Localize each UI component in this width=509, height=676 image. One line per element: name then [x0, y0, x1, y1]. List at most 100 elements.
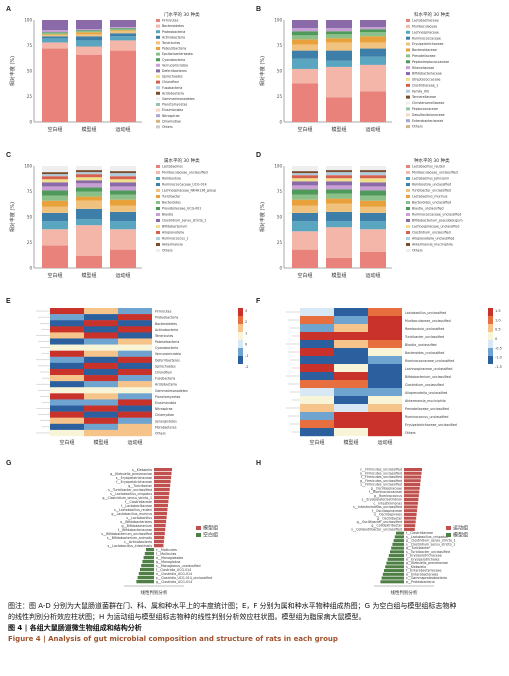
legend-label: Peptococcaceae	[412, 107, 438, 111]
lda-label: g__Lactobacillus_murinus	[111, 512, 152, 516]
legend-swatch	[406, 60, 410, 64]
lda-label: s__Bifidobacterium_animalis	[107, 536, 152, 540]
lda-bar	[154, 516, 167, 520]
lda-label: s__Klebsiella	[132, 468, 152, 472]
row-label: Nitrospirae	[155, 407, 173, 411]
legend-swatch	[156, 237, 160, 240]
bar-segment	[110, 171, 136, 174]
legend-swatch	[156, 249, 160, 252]
legend-swatch	[406, 219, 410, 222]
bar-segment	[42, 190, 68, 196]
colorbar-segment	[488, 332, 493, 340]
heatmap-cell	[84, 344, 118, 351]
heatmap-cell	[300, 308, 334, 317]
colorbar-tick: 1.0	[495, 318, 501, 322]
bar-segment	[110, 20, 136, 28]
bar-segment	[292, 58, 318, 69]
lda-label: o__Clostridia_UCG-014	[156, 572, 192, 576]
column-label: 运动组	[127, 439, 142, 446]
bar-segment	[292, 173, 318, 176]
heatmap-cell	[50, 350, 84, 357]
y-tick-label: 100	[274, 164, 282, 169]
lda-label: f__Clostridiaceae	[406, 531, 433, 535]
row-label: Chloroflexi	[155, 371, 172, 375]
heatmap-cell	[84, 417, 118, 425]
heatmap-cell	[84, 362, 118, 370]
bar-segment	[76, 46, 102, 55]
heatmap-cell	[84, 356, 118, 364]
y-tick-label: 25	[27, 94, 33, 99]
lda-label: g__Klebsiella_pneumoniae	[110, 472, 152, 476]
heatmap-cell	[334, 332, 368, 341]
legend-swatch	[406, 249, 410, 252]
legend-swatch	[156, 213, 160, 216]
legend-label: Others	[162, 249, 173, 253]
y-tick-label: 75	[27, 43, 33, 48]
legend-label: Ruminococcaceae	[412, 36, 441, 40]
heatmap-cell	[50, 362, 84, 370]
heatmap-cell	[84, 423, 118, 431]
colorbar-segment	[238, 308, 243, 316]
heatmap-cell	[368, 372, 402, 381]
row-label: Fibrobacteres	[155, 425, 177, 429]
y-tick-label: 50	[277, 69, 283, 74]
bar-segment	[42, 20, 68, 31]
bar-segment	[42, 195, 68, 201]
y-tick-label: 0	[29, 120, 32, 125]
bar-segment	[110, 186, 136, 191]
heatmap-cell	[118, 423, 152, 431]
lda-bar	[154, 544, 164, 548]
legend-swatch	[156, 177, 160, 180]
bar-segment	[42, 172, 68, 175]
lda-label: g__Oscillospiraceae	[371, 486, 402, 490]
bar-segment	[76, 172, 102, 175]
legend-swatch	[406, 19, 410, 22]
bar-segment	[292, 83, 318, 122]
legend-label: Gemmatimonadetes	[162, 97, 195, 101]
bar-segment	[292, 189, 318, 195]
heatmap-cell	[118, 356, 152, 364]
x-tick-label: 模型组	[331, 126, 346, 133]
row-label: Akkermansia_muciniphila	[405, 399, 446, 403]
bar-segment	[360, 221, 386, 230]
bar-segment	[42, 32, 68, 34]
legend-swatch	[406, 36, 410, 40]
chart-title: 科水平的 30 种类	[414, 11, 450, 18]
bar-segment	[110, 249, 136, 268]
legend-label: 模型组	[203, 525, 218, 532]
heatmap-cell	[300, 348, 334, 357]
row-label: Cyanobacteria	[155, 346, 178, 350]
bar-segment	[360, 20, 386, 28]
lda-bar	[154, 496, 169, 500]
legend-swatch	[156, 171, 160, 174]
legend-label: Acidobacteria	[162, 91, 184, 95]
legend-swatch	[406, 189, 410, 192]
lda-bar	[404, 475, 422, 479]
heatmap-cell	[334, 396, 368, 405]
legend-swatch	[406, 119, 410, 123]
heatmap-cell	[368, 404, 402, 413]
heatmap-cell	[368, 340, 402, 349]
legend-label: 运动组	[453, 525, 468, 532]
row-label: Lachnospiraceae_unclassified	[405, 367, 452, 371]
y-tick-label: 50	[27, 69, 33, 74]
lda-bar	[154, 488, 170, 492]
bar-segment	[360, 32, 386, 37]
bar-segment	[326, 31, 352, 35]
lda-label: s__Lactobacillus_crispatus	[406, 535, 448, 539]
legend-swatch	[156, 108, 160, 112]
lda-bar	[404, 471, 422, 475]
legend-swatch	[406, 125, 410, 129]
lda-label: s__Lactobacillus_intestinalis	[107, 544, 152, 548]
lda-bar	[137, 576, 154, 580]
legend-swatch	[406, 243, 410, 246]
row-label: Elusimicrobia	[155, 401, 176, 405]
bar-segment	[110, 194, 136, 200]
legend-swatch	[156, 69, 160, 73]
row-label: Lactobacillus_unclassified	[405, 311, 446, 315]
lda-label: s__Lactobacillus_reuteri	[114, 508, 152, 512]
lda-label: f__Firmicutes_unclassified	[361, 475, 402, 479]
heatmap-cell	[118, 375, 152, 382]
heatmap-cell	[300, 420, 334, 429]
